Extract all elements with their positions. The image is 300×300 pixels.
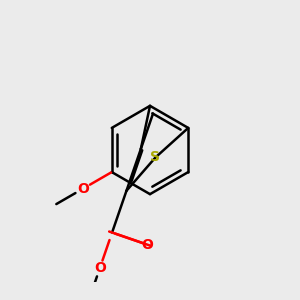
Text: O: O (77, 182, 89, 196)
Text: O: O (94, 261, 106, 275)
Text: S: S (150, 151, 161, 164)
Text: O: O (142, 238, 154, 252)
